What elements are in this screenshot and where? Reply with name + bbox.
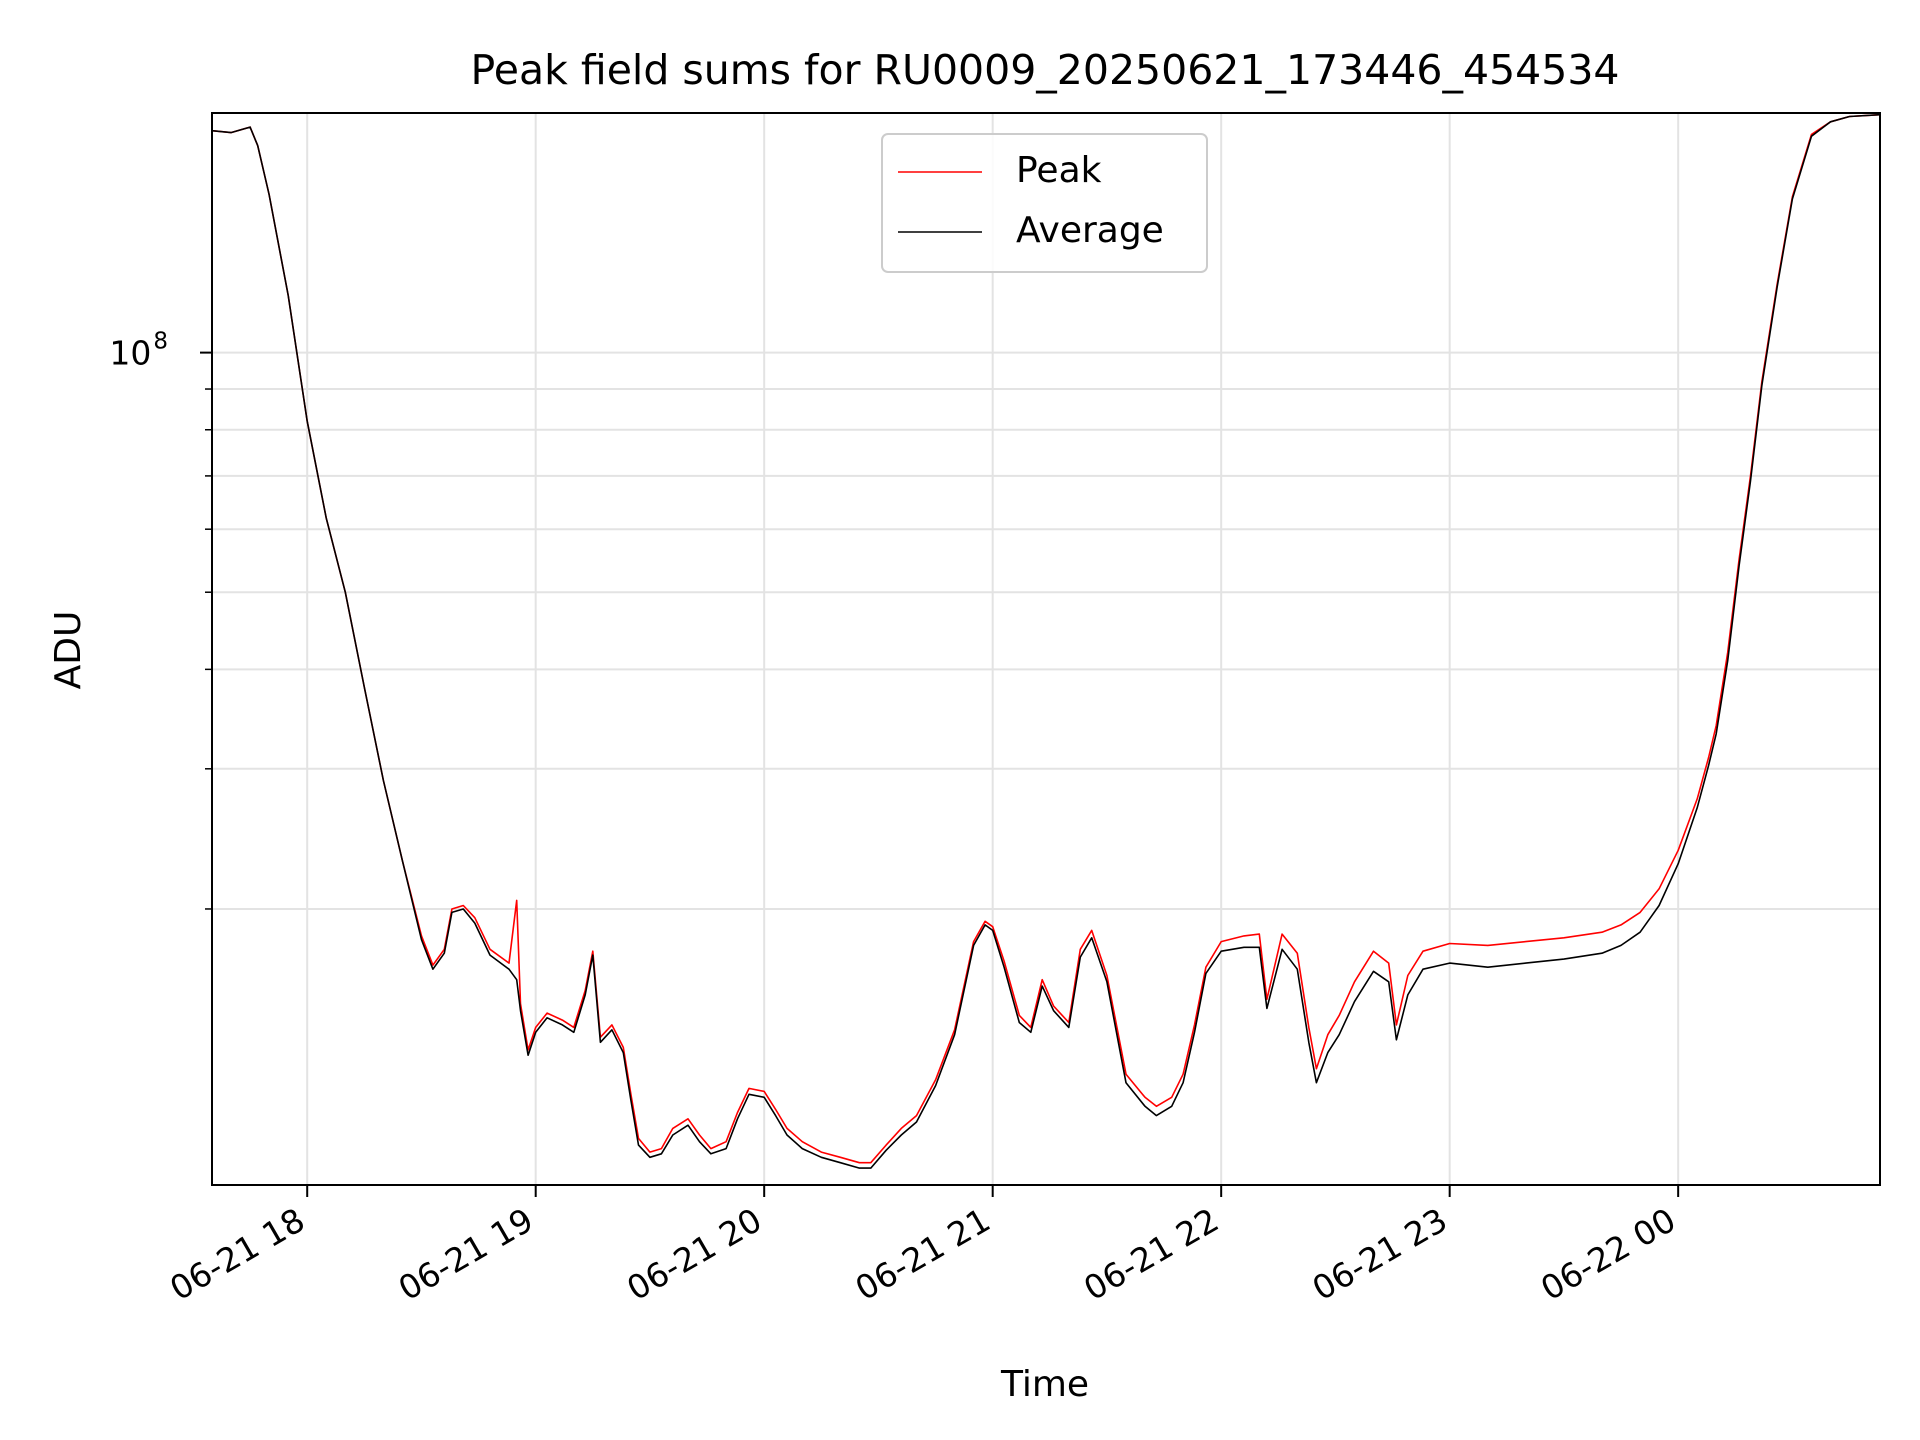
- plot-frame: [211, 112, 1881, 1186]
- legend-label-average: Average: [1016, 210, 1164, 251]
- x-tick-label: 06-21 20: [620, 1200, 768, 1308]
- x-tick-label: 06-21 23: [1306, 1200, 1454, 1308]
- x-tick-label: 06-21 18: [163, 1200, 311, 1308]
- chart-title: Peak field sums for RU0009_20250621_1734…: [470, 46, 1619, 94]
- legend-label-peak: Peak: [1016, 150, 1102, 191]
- legend-box: [881, 133, 1208, 273]
- series-line-average: [211, 113, 1881, 1169]
- x-tick-label: 06-21 21: [849, 1200, 997, 1308]
- legend: Peak Average: [881, 133, 1208, 273]
- plot-area: [211, 113, 1881, 1169]
- y-axis-label: ADU: [48, 611, 89, 690]
- y-axis: 108: [109, 329, 212, 910]
- x-tick-label: 06-22 00: [1534, 1200, 1682, 1308]
- grid: [212, 113, 1880, 1185]
- series-line-peak: [211, 113, 1881, 1164]
- x-axis: 06-21 18 06-21 19 06-21 20 06-21 21 06-21 22…: [163, 1185, 1682, 1308]
- x-axis-label: Time: [1000, 1364, 1089, 1405]
- x-tick-label: 06-21 19: [392, 1200, 540, 1308]
- y-tick-label: 108: [109, 329, 168, 373]
- x-tick-label: 06-21 22: [1077, 1200, 1225, 1308]
